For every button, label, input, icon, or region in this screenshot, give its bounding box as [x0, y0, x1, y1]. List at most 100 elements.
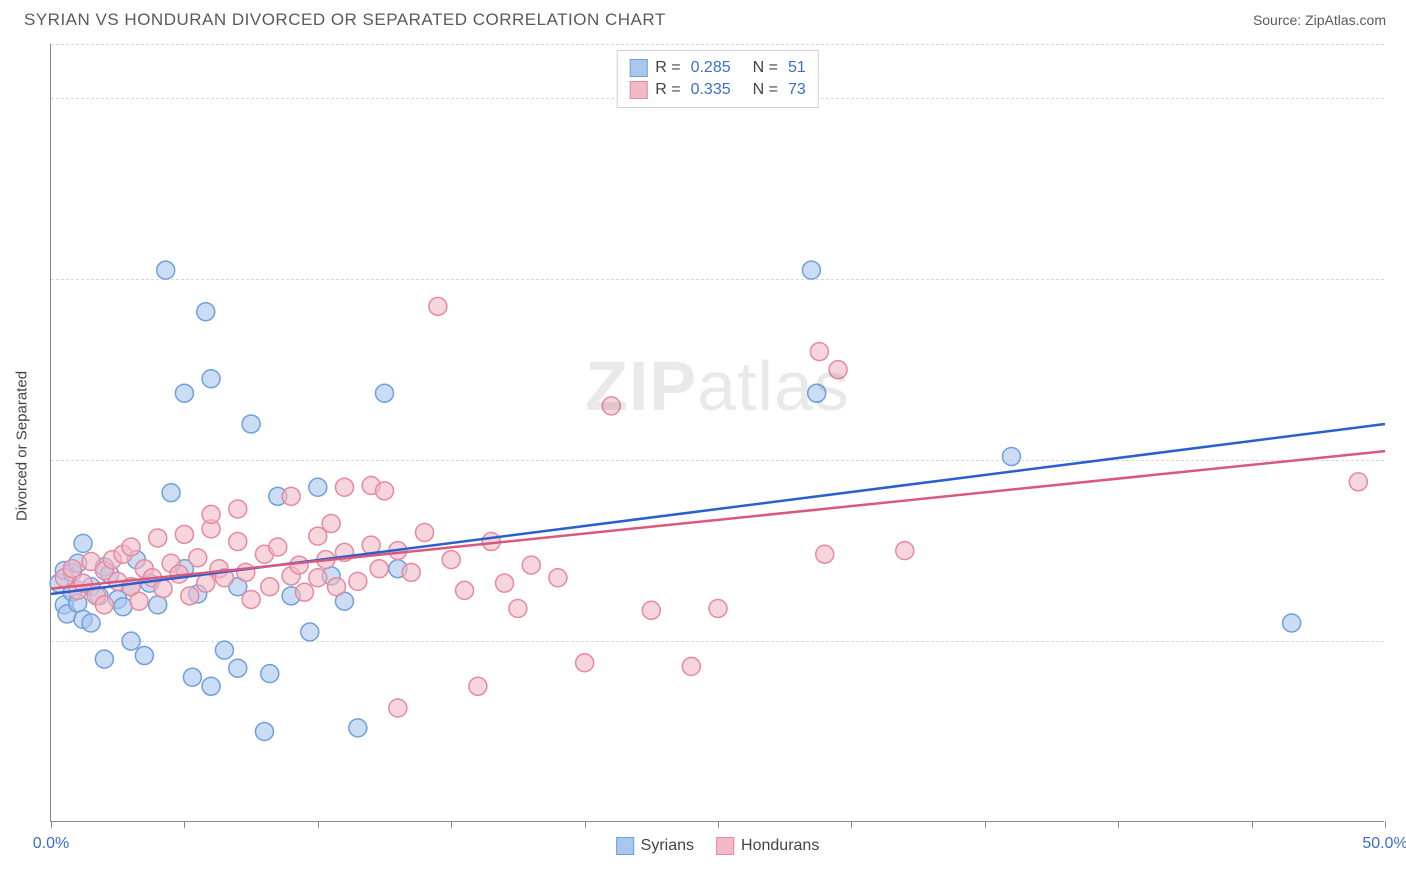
- legend-r-label: R =: [655, 59, 680, 77]
- scatter-point: [1002, 448, 1020, 466]
- scatter-point: [255, 723, 273, 741]
- x-tick: [451, 821, 452, 828]
- x-tick: [51, 821, 52, 828]
- scatter-point: [261, 578, 279, 596]
- scatter-point: [1283, 614, 1301, 632]
- scatter-point: [202, 677, 220, 695]
- scatter-point: [376, 384, 394, 402]
- x-tick: [585, 821, 586, 828]
- scatter-point: [282, 487, 300, 505]
- scatter-point: [229, 500, 247, 518]
- scatter-point: [549, 569, 567, 587]
- x-tick: [1118, 821, 1119, 828]
- scatter-point: [509, 600, 527, 618]
- scatter-point: [370, 560, 388, 578]
- legend-swatch: [716, 837, 734, 855]
- scatter-point: [149, 529, 167, 547]
- scatter-point: [261, 665, 279, 683]
- scatter-point: [327, 578, 345, 596]
- scatter-point: [175, 384, 193, 402]
- scatter-point: [896, 542, 914, 560]
- scatter-point: [349, 719, 367, 737]
- scatter-point: [181, 587, 199, 605]
- scatter-svg: [51, 44, 1384, 821]
- legend-r-value: 0.335: [691, 81, 731, 99]
- scatter-point: [135, 647, 153, 665]
- scatter-point: [74, 534, 92, 552]
- scatter-point: [808, 384, 826, 402]
- legend-stat-row: R =0.335N =73: [629, 79, 806, 101]
- scatter-point: [456, 581, 474, 599]
- scatter-point: [237, 563, 255, 581]
- scatter-point: [335, 478, 353, 496]
- scatter-point: [122, 632, 140, 650]
- scatter-point: [183, 668, 201, 686]
- legend-swatch: [629, 59, 647, 77]
- chart-source: Source: ZipAtlas.com: [1253, 12, 1386, 28]
- scatter-point: [709, 600, 727, 618]
- scatter-point: [95, 596, 113, 614]
- x-tick: [1252, 821, 1253, 828]
- scatter-point: [829, 361, 847, 379]
- legend-n-value: 51: [788, 59, 806, 77]
- scatter-point: [175, 525, 193, 543]
- scatter-point: [229, 533, 247, 551]
- legend-series-label: Hondurans: [741, 837, 819, 855]
- scatter-point: [576, 654, 594, 672]
- legend-r-label: R =: [655, 81, 680, 99]
- x-tick: [318, 821, 319, 828]
- scatter-point: [402, 563, 420, 581]
- scatter-point: [290, 556, 308, 574]
- legend-series-item: Hondurans: [716, 837, 819, 855]
- legend-series-label: Syrians: [641, 837, 694, 855]
- scatter-point: [309, 478, 327, 496]
- scatter-point: [202, 505, 220, 523]
- x-tick: [1385, 821, 1386, 828]
- scatter-point: [322, 514, 340, 532]
- legend-n-label: N =: [753, 59, 778, 77]
- scatter-point: [389, 699, 407, 717]
- x-tick: [851, 821, 852, 828]
- scatter-point: [229, 659, 247, 677]
- scatter-point: [602, 397, 620, 415]
- scatter-point: [154, 580, 172, 598]
- chart-plot-area: ZIPatlas R =0.285N =51R =0.335N =73 Syri…: [50, 44, 1384, 822]
- scatter-point: [642, 601, 660, 619]
- scatter-point: [197, 303, 215, 321]
- legend-stats-box: R =0.285N =51R =0.335N =73: [616, 50, 819, 108]
- scatter-point: [197, 574, 215, 592]
- scatter-point: [682, 657, 700, 675]
- scatter-point: [496, 574, 514, 592]
- scatter-point: [416, 524, 434, 542]
- scatter-point: [242, 590, 260, 608]
- x-tick-label: 50.0%: [1362, 835, 1406, 853]
- legend-series-item: Syrians: [616, 837, 694, 855]
- scatter-point: [269, 538, 287, 556]
- scatter-point: [189, 549, 207, 567]
- x-tick: [985, 821, 986, 828]
- scatter-point: [215, 641, 233, 659]
- legend-swatch: [616, 837, 634, 855]
- scatter-point: [810, 343, 828, 361]
- legend-stat-row: R = 0.285 N = 51: [629, 57, 806, 79]
- scatter-point: [429, 297, 447, 315]
- legend-r-value: 0.285: [691, 59, 731, 77]
- legend-swatch: [629, 81, 647, 99]
- legend-series: Syrians Hondurans: [616, 837, 820, 855]
- scatter-point: [95, 650, 113, 668]
- x-tick-label: 0.0%: [33, 835, 69, 853]
- scatter-point: [816, 545, 834, 563]
- scatter-point: [82, 614, 100, 632]
- scatter-point: [295, 583, 313, 601]
- scatter-point: [349, 572, 367, 590]
- scatter-point: [122, 538, 140, 556]
- scatter-point: [309, 569, 327, 587]
- scatter-point: [469, 677, 487, 695]
- legend-n-label: N =: [753, 81, 778, 99]
- scatter-point: [802, 261, 820, 279]
- scatter-point: [149, 596, 167, 614]
- x-tick: [184, 821, 185, 828]
- scatter-point: [442, 551, 460, 569]
- y-axis-label: Divorced or Separated: [14, 371, 31, 521]
- regression-line: [51, 451, 1385, 589]
